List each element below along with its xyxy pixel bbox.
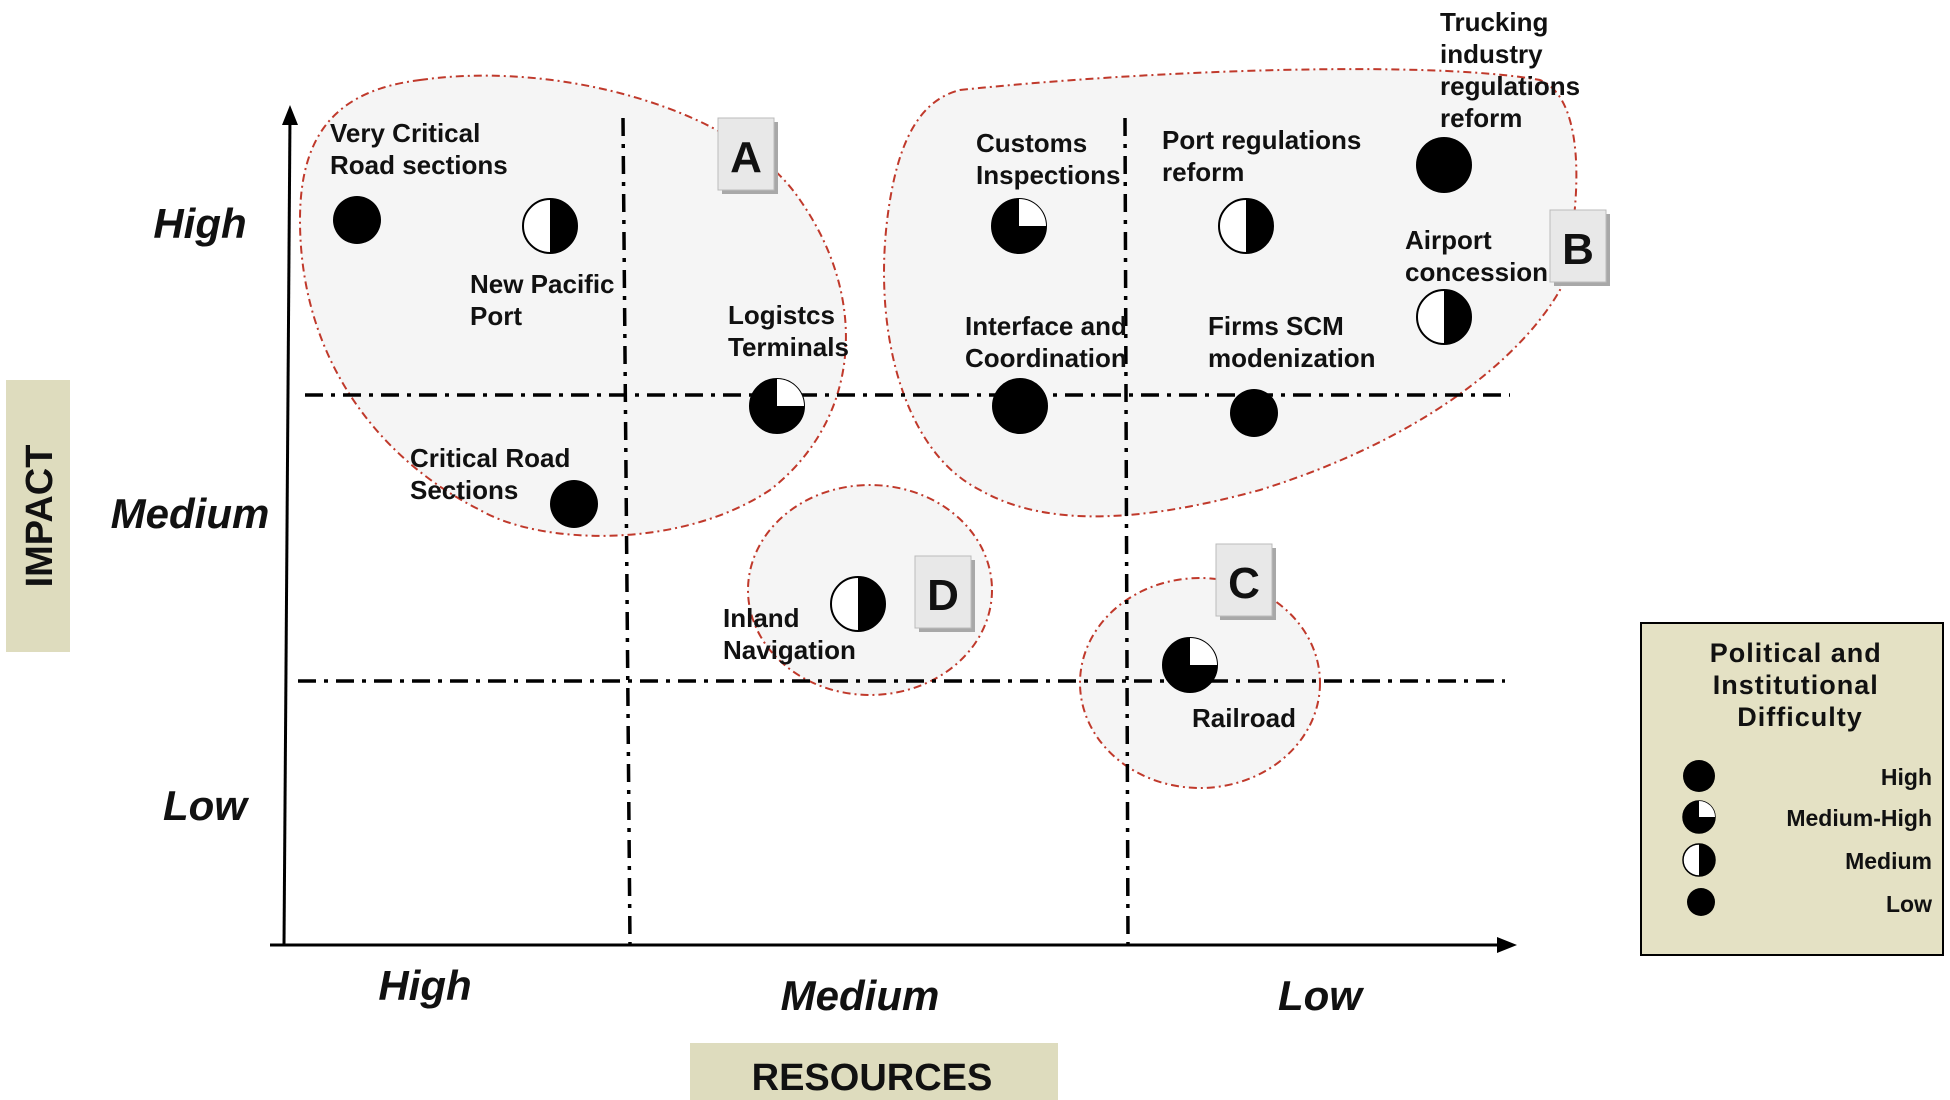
y-axis-title: IMPACT bbox=[19, 445, 61, 588]
legend-marker-medium-high bbox=[1682, 800, 1716, 834]
x-axis-title-box bbox=[690, 1043, 1058, 1100]
legend: Political and Institutional Difficulty H… bbox=[1640, 622, 1944, 956]
group-c-badge: C bbox=[1215, 543, 1276, 620]
group-b-letter: B bbox=[1562, 225, 1594, 274]
legend-marker-high bbox=[1683, 760, 1715, 792]
label-port-regulations-reform: Port regulations reform bbox=[1162, 125, 1369, 187]
x-tick-medium: Medium bbox=[781, 972, 940, 1019]
group-b-cluster bbox=[883, 68, 1578, 518]
marker-interface-and-coordination bbox=[992, 378, 1048, 434]
group-a-letter: A bbox=[730, 133, 762, 182]
marker-port-regulations-reform bbox=[1218, 198, 1274, 254]
y-axis-arrowhead bbox=[282, 105, 298, 125]
label-railroad: Railroad bbox=[1192, 703, 1296, 733]
label-logistics-terminals: Logistcs Terminals bbox=[728, 300, 849, 362]
group-d-badge: D bbox=[914, 555, 975, 632]
label-new-pacific-port: New Pacific Port bbox=[470, 269, 622, 331]
marker-railroad bbox=[1162, 637, 1218, 693]
grid-line-vertical-right bbox=[1123, 117, 1130, 946]
y-axis-title-box bbox=[6, 380, 70, 652]
grid-line-vertical-left bbox=[621, 117, 632, 946]
label-airport-concession: Airport concession bbox=[1405, 225, 1548, 287]
legend-label-medium-high: Medium-High bbox=[1786, 805, 1932, 831]
label-inland-navigation: Inland Navigation bbox=[723, 603, 856, 665]
legend-marker-low bbox=[1687, 888, 1715, 916]
x-axis-title: RESOURCES bbox=[752, 1057, 993, 1099]
label-very-critical-road-sections: Very Critical Road sections bbox=[330, 118, 508, 180]
marker-very-critical-road-sections bbox=[333, 196, 381, 244]
x-tick-low: Low bbox=[1278, 972, 1364, 1019]
legend-marker-medium bbox=[1682, 843, 1716, 877]
y-tick-medium: Medium bbox=[111, 490, 270, 537]
marker-airport-concession bbox=[1416, 289, 1472, 345]
group-a-badge: A bbox=[717, 117, 778, 194]
group-c-letter: C bbox=[1228, 559, 1260, 608]
legend-title: Political and Institutional Difficulty bbox=[1710, 638, 1891, 732]
label-trucking-industry-regulations-reform: Trucking industry regulations reform bbox=[1440, 7, 1587, 133]
label-interface-and-coordination: Interface and Coordination bbox=[965, 311, 1134, 373]
marker-customs-inspections bbox=[991, 198, 1047, 254]
marker-logistics-terminals bbox=[749, 378, 805, 434]
marker-critical-road-sections bbox=[550, 480, 598, 528]
legend-label-high: High bbox=[1881, 764, 1932, 790]
legend-label-medium: Medium bbox=[1845, 848, 1932, 874]
y-tick-high: High bbox=[153, 200, 246, 247]
marker-inland-navigation bbox=[830, 576, 886, 632]
legend-label-low: Low bbox=[1886, 891, 1932, 917]
marker-firms-scm-modenization bbox=[1230, 389, 1278, 437]
x-tick-high: High bbox=[378, 962, 471, 1009]
label-critical-road-sections: Critical Road Sections bbox=[410, 443, 578, 505]
y-axis-line bbox=[282, 114, 292, 946]
x-axis-arrowhead bbox=[1497, 937, 1517, 953]
y-tick-low: Low bbox=[163, 782, 249, 829]
marker-trucking-industry-regulations-reform bbox=[1416, 137, 1472, 193]
marker-new-pacific-port bbox=[522, 198, 578, 254]
group-d-letter: D bbox=[927, 571, 959, 620]
label-customs-inspections: Customs Inspections bbox=[976, 128, 1120, 190]
group-b-badge: B bbox=[1549, 209, 1610, 286]
label-firms-scm-modenization: Firms SCM modenization bbox=[1208, 311, 1376, 373]
